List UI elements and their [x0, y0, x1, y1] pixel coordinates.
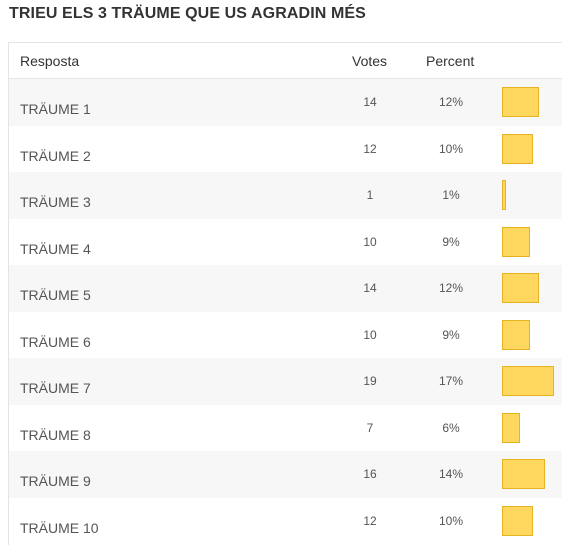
answer-label: TRÄUME 1: [20, 101, 91, 117]
percent-bar: [502, 227, 530, 257]
table-row: TRÄUME 4 10 9%: [9, 219, 562, 266]
percent-bar: [502, 87, 539, 117]
vote-percent: 9%: [442, 235, 460, 249]
vote-percent: 9%: [442, 328, 460, 342]
table-header: Resposta Votes Percent: [9, 43, 562, 79]
vote-percent: 10%: [438, 142, 464, 156]
answer-label: TRÄUME 7: [20, 380, 91, 396]
answer-label: TRÄUME 8: [20, 427, 91, 443]
percent-bar: [502, 180, 506, 210]
table-row: TRÄUME 5 14 12%: [9, 265, 562, 312]
answer-label: TRÄUME 6: [20, 334, 91, 350]
column-header-percent: Percent: [426, 53, 475, 69]
column-header-votes: Votes: [352, 53, 388, 69]
table-row: TRÄUME 1 14 12%: [9, 79, 562, 126]
vote-percent: 14%: [438, 467, 464, 481]
answer-label: TRÄUME 4: [20, 241, 91, 257]
vote-count: 10: [363, 328, 377, 342]
vote-count: 10: [363, 235, 377, 249]
table-row: TRÄUME 9 16 14%: [9, 451, 562, 498]
vote-percent: 17%: [438, 374, 464, 388]
vote-percent: 12%: [438, 95, 464, 109]
vote-count: 14: [363, 281, 377, 295]
answer-label: TRÄUME 5: [20, 287, 91, 303]
vote-count: 19: [363, 374, 377, 388]
vote-count: 7: [366, 421, 374, 435]
percent-bar: [502, 273, 539, 303]
table-row: TRÄUME 10 12 10%: [9, 498, 562, 545]
table-row: TRÄUME 2 12 10%: [9, 126, 562, 173]
table-row: TRÄUME 3 1 1%: [9, 172, 562, 219]
poll-title: TRIEU ELS 3 TRÄUME QUE US AGRADIN MÉS: [9, 5, 366, 22]
answer-label: TRÄUME 10: [20, 520, 99, 536]
vote-percent: 1%: [442, 188, 460, 202]
percent-bar: [502, 413, 520, 443]
answer-label: TRÄUME 3: [20, 194, 91, 210]
vote-percent: 12%: [438, 281, 464, 295]
percent-bar: [502, 459, 545, 489]
table-row: TRÄUME 7 19 17%: [9, 358, 562, 405]
answer-label: TRÄUME 9: [20, 473, 91, 489]
table-row: TRÄUME 6 10 9%: [9, 312, 562, 359]
vote-count: 14: [363, 95, 377, 109]
percent-bar: [502, 320, 530, 350]
vote-count: 16: [363, 467, 377, 481]
answer-label: TRÄUME 2: [20, 148, 91, 164]
vote-count: 12: [363, 142, 377, 156]
percent-bar: [502, 366, 554, 396]
poll-results-table: Resposta Votes Percent TRÄUME 1 14 12% TRÄU…: [8, 42, 562, 545]
table-row: TRÄUME 8 7 6%: [9, 405, 562, 452]
vote-percent: 6%: [442, 421, 460, 435]
vote-count: 12: [363, 514, 377, 528]
percent-bar: [502, 134, 533, 164]
column-header-answer: Resposta: [20, 53, 80, 69]
vote-count: 1: [366, 188, 374, 202]
percent-bar: [502, 506, 533, 536]
vote-percent: 10%: [438, 514, 464, 528]
